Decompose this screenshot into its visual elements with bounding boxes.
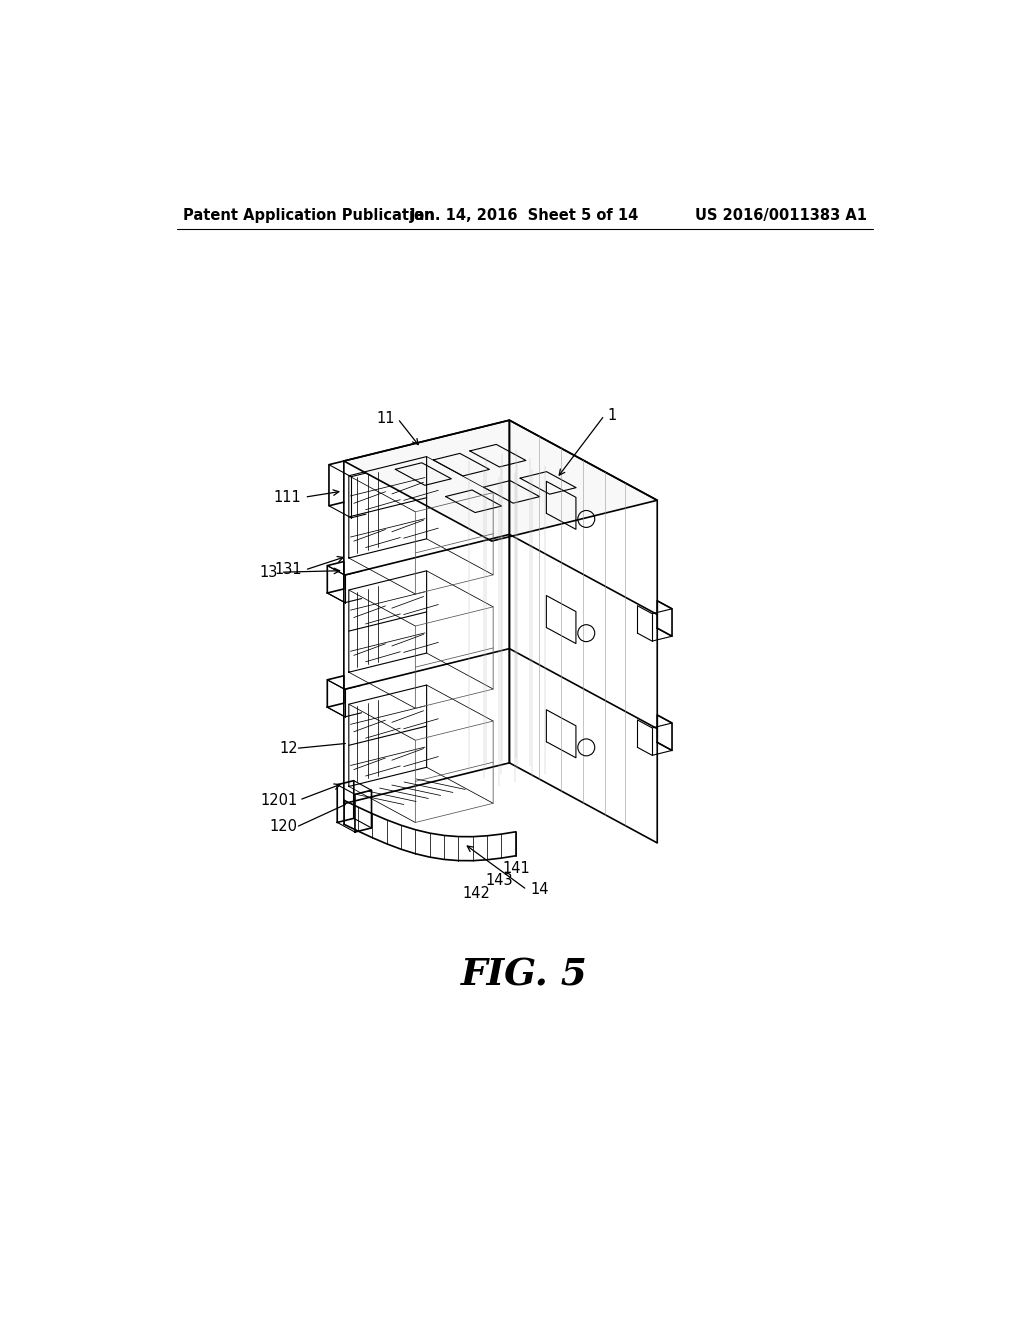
Text: US 2016/0011383 A1: US 2016/0011383 A1 xyxy=(694,207,866,223)
Text: 111: 111 xyxy=(273,490,301,504)
Polygon shape xyxy=(344,420,657,541)
Text: 131: 131 xyxy=(274,562,302,577)
Text: 13: 13 xyxy=(259,565,278,579)
Text: 14: 14 xyxy=(530,882,549,898)
Text: 1: 1 xyxy=(607,408,616,422)
Text: Jan. 14, 2016  Sheet 5 of 14: Jan. 14, 2016 Sheet 5 of 14 xyxy=(411,207,639,223)
Text: 11: 11 xyxy=(376,411,394,426)
Text: 12: 12 xyxy=(279,741,298,755)
Text: 141: 141 xyxy=(503,861,530,875)
Text: Patent Application Publication: Patent Application Publication xyxy=(183,207,434,223)
Text: 143: 143 xyxy=(485,873,513,888)
Text: 142: 142 xyxy=(463,886,490,902)
Text: 1201: 1201 xyxy=(260,792,298,808)
Text: FIG. 5: FIG. 5 xyxy=(462,956,588,993)
Text: 120: 120 xyxy=(269,818,298,833)
